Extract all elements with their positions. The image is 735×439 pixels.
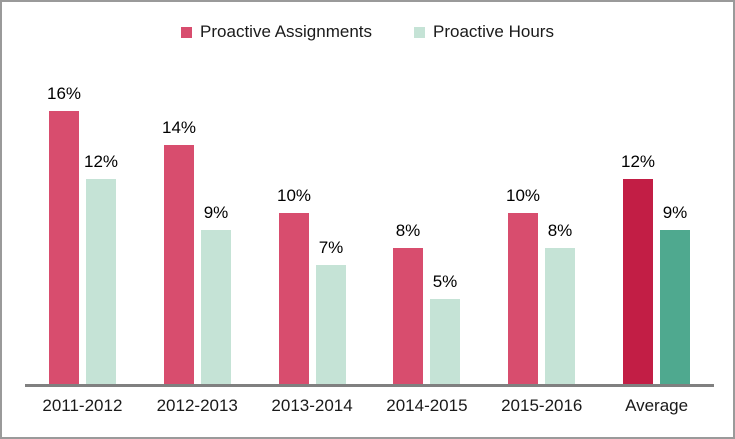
category-label: 2012-2013 bbox=[156, 396, 238, 415]
data-label: 7% bbox=[318, 238, 344, 257]
category-label: 2014-2015 bbox=[386, 396, 468, 415]
bar-hours-2015-2016 bbox=[545, 248, 575, 384]
legend-swatch-icon bbox=[414, 26, 426, 38]
data-label: 14% bbox=[161, 118, 197, 137]
legend-item: Proactive Hours bbox=[414, 22, 554, 42]
bar-hours-2013-2014 bbox=[316, 265, 346, 384]
data-label: 12% bbox=[620, 152, 656, 171]
data-label: 10% bbox=[276, 186, 312, 205]
data-label: 9% bbox=[662, 203, 688, 222]
legend-label: Proactive Hours bbox=[433, 22, 554, 41]
data-label: 9% bbox=[203, 203, 229, 222]
bar-assignments-2015-2016 bbox=[508, 213, 538, 384]
bar-hours-2012-2013 bbox=[201, 230, 231, 384]
bar-assignments-Average bbox=[623, 179, 653, 384]
bar-assignments-2013-2014 bbox=[279, 213, 309, 384]
bar-hours-Average bbox=[660, 230, 690, 384]
bar-assignments-2011-2012 bbox=[49, 111, 79, 384]
category-label: 2015-2016 bbox=[501, 396, 583, 415]
data-label: 8% bbox=[395, 221, 421, 240]
bar-assignments-2014-2015 bbox=[393, 248, 423, 384]
data-label: 8% bbox=[547, 221, 573, 240]
bar-assignments-2012-2013 bbox=[164, 145, 194, 384]
legend-item: Proactive Assignments bbox=[181, 22, 372, 42]
legend-label: Proactive Assignments bbox=[200, 22, 373, 41]
category-label: 2013-2014 bbox=[271, 396, 353, 415]
chart-legend: Proactive Assignments Proactive Hours bbox=[2, 22, 733, 42]
data-label: 16% bbox=[46, 84, 82, 103]
category-label: Average bbox=[625, 396, 689, 415]
legend-swatch-icon bbox=[181, 26, 193, 38]
category-label: 2011-2012 bbox=[42, 396, 123, 415]
bar-hours-2014-2015 bbox=[430, 299, 460, 384]
data-label: 10% bbox=[505, 186, 541, 205]
bar-hours-2011-2012 bbox=[86, 179, 116, 384]
x-axis-line bbox=[25, 384, 714, 387]
data-label: 12% bbox=[83, 152, 119, 171]
data-label: 5% bbox=[432, 272, 458, 291]
